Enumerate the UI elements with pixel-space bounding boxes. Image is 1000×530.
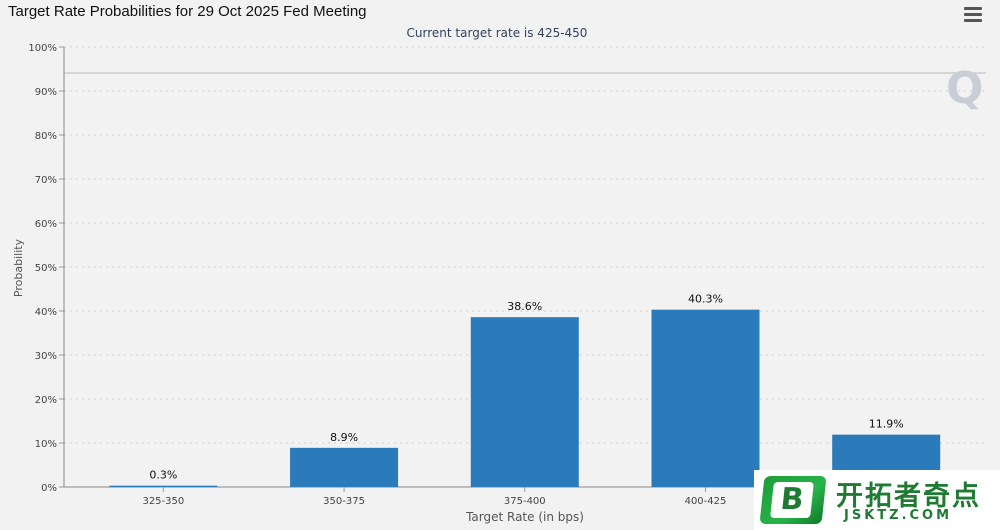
site-badge: B 开拓者奇点 JSKTZ.COM — [754, 470, 1000, 530]
y-tick-label: 30% — [35, 351, 57, 362]
y-axis: 0% 10% 20% 30% 40% 50% 60% 70% 80% 90% 100% — [28, 43, 57, 494]
y-axis-label: Probability — [12, 238, 25, 297]
bar-data-label: 40.3% — [688, 293, 723, 306]
chart-title: Target Rate Probabilities for 29 Oct 202… — [8, 3, 367, 20]
bar-data-label: 0.3% — [149, 469, 177, 482]
x-tick-label: 350-375 — [323, 496, 365, 507]
bar — [651, 309, 760, 487]
bar-data-label: 38.6% — [507, 300, 542, 313]
watermark-letter: Q — [946, 63, 983, 114]
bar-data-label: 11.9% — [869, 418, 904, 431]
bar — [290, 447, 399, 487]
x-tick-label: 400-425 — [685, 496, 727, 507]
y-tick-label: 90% — [35, 87, 57, 98]
x-tick-label: 375-400 — [504, 496, 546, 507]
bar-data-label: 8.9% — [330, 431, 358, 444]
hamburger-menu-icon[interactable] — [964, 7, 982, 23]
site-url: JSKTZ.COM — [844, 508, 953, 523]
bar — [470, 317, 579, 487]
y-tick-label: 20% — [35, 395, 57, 406]
y-tick-label: 100% — [28, 43, 57, 54]
site-logo-letter: B — [770, 482, 814, 518]
y-tick-label: 40% — [35, 307, 57, 318]
bars: 0.3% 8.9% 38.6% 40.3% 11.9% — [109, 293, 941, 487]
y-tick-label: 60% — [35, 219, 57, 230]
y-tick-label: 80% — [35, 131, 57, 142]
watermark-logo: Q — [946, 63, 983, 114]
y-tick-label: 70% — [35, 175, 57, 186]
site-name: 开拓者奇点 — [836, 481, 981, 512]
site-logo-icon: B — [759, 476, 827, 524]
y-tick-label: 50% — [35, 263, 57, 274]
bar — [109, 485, 218, 487]
y-tick-label: 0% — [41, 483, 57, 494]
x-tick-label: 325-350 — [142, 496, 184, 507]
y-tick-label: 10% — [35, 439, 57, 450]
chart-subtitle: Current target rate is 425-450 — [406, 26, 588, 40]
x-axis-label: Target Rate (in bps) — [465, 510, 584, 524]
